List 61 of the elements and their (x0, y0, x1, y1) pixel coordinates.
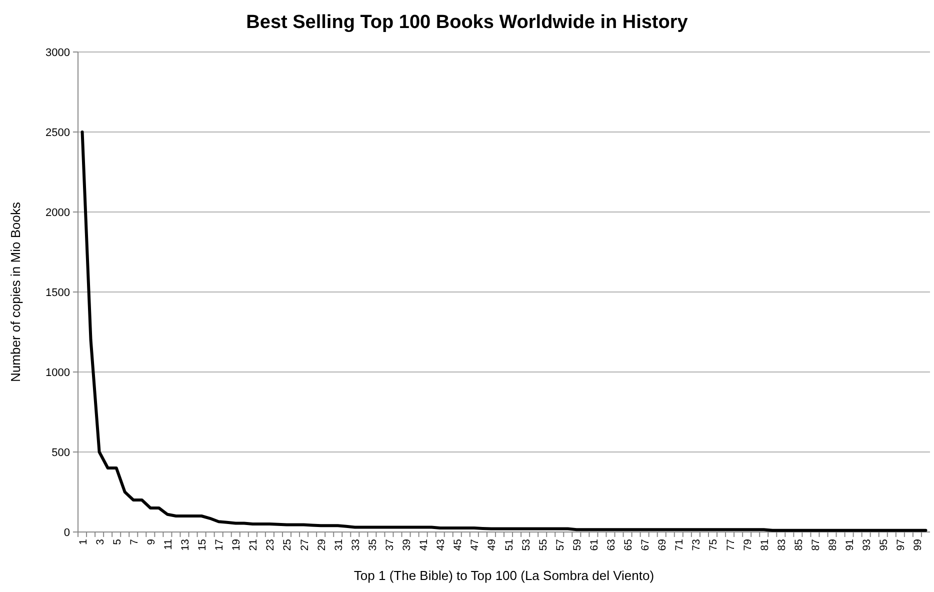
x-tick-label: 39 (401, 538, 414, 551)
x-axis-title: Top 1 (The Bible) to Top 100 (La Sombra del Viento) (354, 568, 654, 583)
x-tick-label: 67 (640, 538, 652, 551)
y-tick-label: 1500 (46, 286, 70, 299)
x-tick-label: 7 (128, 538, 140, 545)
x-tick-label: 5 (111, 538, 124, 545)
y-tick-label: 500 (52, 446, 70, 459)
x-tick-label: 45 (452, 538, 464, 551)
x-tick-label: 79 (742, 538, 754, 551)
x-tick-label: 59 (571, 538, 584, 551)
x-tick-label: 47 (469, 538, 482, 551)
x-tick-label: 93 (861, 538, 874, 551)
x-tick-label: 23 (264, 538, 277, 551)
y-tick-label: 1000 (46, 366, 70, 379)
x-tick-label: 29 (316, 538, 328, 551)
x-tick-label: 9 (145, 538, 158, 545)
x-tick-label: 73 (690, 538, 703, 551)
x-tick-label: 13 (180, 538, 192, 551)
x-tick-label: 43 (435, 538, 448, 551)
x-tick-label: 81 (758, 538, 771, 551)
x-tick-label: 85 (792, 538, 805, 551)
x-tick-label: 33 (350, 538, 362, 551)
x-tick-label: 15 (196, 538, 209, 551)
x-tick-label: 75 (708, 538, 720, 551)
chart-title: Best Selling Top 100 Books Worldwide in History (246, 12, 688, 33)
x-tick-label: 95 (878, 538, 890, 551)
y-tick-label: 2000 (46, 206, 70, 219)
x-tick-label: 11 (162, 538, 174, 550)
x-tick-label: 55 (537, 538, 550, 551)
x-tick-label: 3 (94, 538, 106, 545)
x-tick-label: 21 (248, 538, 260, 551)
x-tick-label: 25 (282, 538, 294, 551)
x-tick-label: 57 (554, 538, 566, 551)
y-tick-label: 0 (64, 526, 70, 539)
x-tick-label: 71 (674, 538, 686, 551)
x-tick-label: 89 (827, 538, 840, 551)
y-axis-title: Number of copies in Mio Books (8, 202, 23, 382)
y-tick-label: 2500 (46, 126, 70, 139)
x-tick-label: 37 (384, 538, 396, 551)
x-tick-label: 69 (656, 538, 669, 551)
x-tick-label: 77 (724, 538, 737, 551)
y-tick-label: 3000 (46, 46, 70, 59)
x-tick-label: 49 (486, 538, 498, 551)
line-series (80, 130, 928, 532)
x-tick-label: 65 (622, 538, 635, 551)
x-tick-label: 99 (912, 538, 924, 551)
x-tick-label: 61 (588, 538, 600, 551)
x-tick-label: 51 (503, 538, 516, 551)
x-tick-label: 1 (77, 538, 90, 545)
x-tick-label: 31 (332, 538, 345, 551)
x-tick-label: 53 (520, 538, 532, 551)
x-tick-label: 91 (844, 538, 856, 551)
x-tick-label: 27 (298, 538, 311, 551)
x-tick-label: 41 (418, 538, 430, 551)
x-tick-label: 17 (214, 538, 226, 551)
x-tick-label: 87 (810, 538, 822, 551)
x-tick-label: 97 (895, 538, 908, 551)
x-tick-label: 35 (366, 538, 379, 551)
x-tick-label: 19 (230, 538, 243, 551)
x-tick-label: 63 (606, 538, 618, 551)
x-tick-label: 83 (776, 538, 788, 551)
